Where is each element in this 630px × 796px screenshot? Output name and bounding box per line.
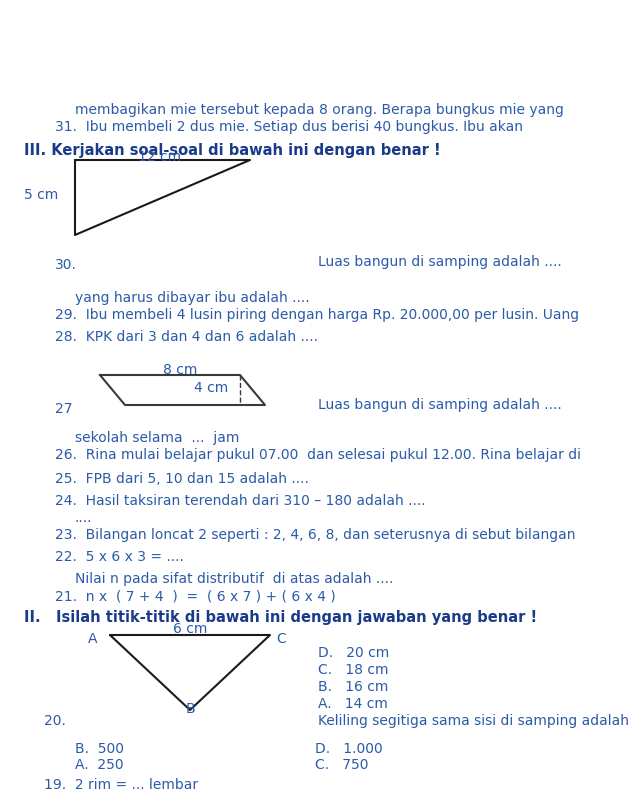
Text: 5 cm: 5 cm (24, 188, 58, 202)
Text: 21.  n x  ( 7 + 4  )  =  ( 6 x 7 ) + ( 6 x 4 ): 21. n x ( 7 + 4 ) = ( 6 x 7 ) + ( 6 x 4 … (55, 589, 336, 603)
Text: sekolah selama  ...  jam: sekolah selama ... jam (75, 431, 239, 445)
Text: C: C (276, 632, 286, 646)
Text: B.   16 cm: B. 16 cm (318, 680, 388, 694)
Text: yang harus dibayar ibu adalah ....: yang harus dibayar ibu adalah .... (75, 291, 309, 305)
Text: 24.  Hasil taksiran terendah dari 310 – 180 adalah ....: 24. Hasil taksiran terendah dari 310 – 1… (55, 494, 426, 508)
Text: Luas bangun di samping adalah ....: Luas bangun di samping adalah .... (318, 255, 562, 269)
Text: 19.  2 rim = ... lembar: 19. 2 rim = ... lembar (44, 778, 198, 792)
Text: 23.  Bilangan loncat 2 seperti : 2, 4, 6, 8, dan seterusnya di sebut bilangan: 23. Bilangan loncat 2 seperti : 2, 4, 6,… (55, 528, 575, 542)
Text: 29.  Ibu membeli 4 lusin piring dengan harga Rp. 20.000,00 per lusin. Uang: 29. Ibu membeli 4 lusin piring dengan ha… (55, 308, 579, 322)
Text: 31.  Ibu membeli 2 dus mie. Setiap dus berisi 40 bungkus. Ibu akan: 31. Ibu membeli 2 dus mie. Setiap dus be… (55, 120, 523, 134)
Text: Luas bangun di samping adalah ....: Luas bangun di samping adalah .... (318, 398, 562, 412)
Text: 26.  Rina mulai belajar pukul 07.00  dan selesai pukul 12.00. Rina belajar di: 26. Rina mulai belajar pukul 07.00 dan s… (55, 448, 581, 462)
Text: A.  250: A. 250 (75, 758, 123, 772)
Text: D.   20 cm: D. 20 cm (318, 646, 389, 660)
Text: 25.  FPB dari 5, 10 dan 15 adalah ....: 25. FPB dari 5, 10 dan 15 adalah .... (55, 472, 309, 486)
Text: II.   Isilah titik-titik di bawah ini dengan jawaban yang benar !: II. Isilah titik-titik di bawah ini deng… (24, 610, 537, 625)
Text: Nilai n pada sifat distributif  di atas adalah ....: Nilai n pada sifat distributif di atas a… (75, 572, 393, 586)
Text: 28.  KPK dari 3 dan 4 dan 6 adalah ....: 28. KPK dari 3 dan 4 dan 6 adalah .... (55, 330, 318, 344)
Text: III. Kerjakan soal-soal di bawah ini dengan benar !: III. Kerjakan soal-soal di bawah ini den… (24, 143, 440, 158)
Text: 30.: 30. (55, 258, 77, 272)
Text: A.   14 cm: A. 14 cm (318, 697, 388, 711)
Text: 6 cm: 6 cm (173, 622, 207, 636)
Text: B.  500: B. 500 (75, 742, 124, 756)
Text: ....: .... (75, 511, 93, 525)
Text: 27: 27 (55, 402, 72, 416)
Text: 4 cm: 4 cm (194, 381, 228, 395)
Text: 22.  5 x 6 x 3 = ....: 22. 5 x 6 x 3 = .... (55, 550, 184, 564)
Text: 8 cm: 8 cm (163, 363, 197, 377)
Text: D.   1.000: D. 1.000 (315, 742, 383, 756)
Text: membagikan mie tersebut kepada 8 orang. Berapa bungkus mie yang: membagikan mie tersebut kepada 8 orang. … (75, 103, 564, 117)
Text: A: A (88, 632, 97, 646)
Text: 20.: 20. (44, 714, 66, 728)
Text: 12 cm: 12 cm (139, 150, 181, 164)
Text: B: B (185, 702, 195, 716)
Text: C.   18 cm: C. 18 cm (318, 663, 389, 677)
Text: Keliling segitiga sama sisi di samping adalah: Keliling segitiga sama sisi di samping a… (318, 714, 629, 728)
Text: C.   750: C. 750 (315, 758, 369, 772)
